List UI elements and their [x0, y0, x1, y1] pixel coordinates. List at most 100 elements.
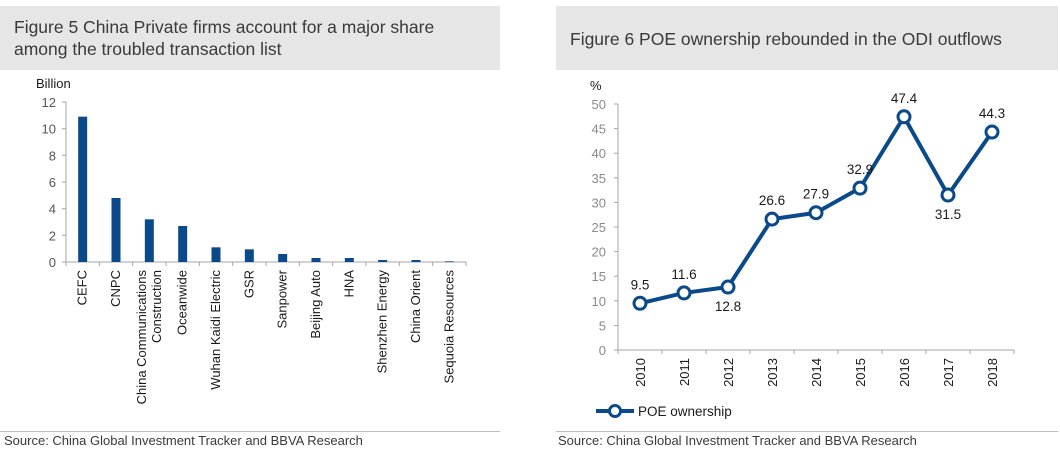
bar-category-label: Wuhan Kaidi Electric: [208, 270, 223, 390]
line-x-tick-label-group: 2013: [765, 358, 780, 387]
data-label-2013: 26.6: [759, 193, 785, 208]
bar-category-label-group: Wuhan Kaidi Electric: [208, 270, 223, 390]
data-label-2014: 27.9: [803, 187, 829, 202]
figure-5-source: Source: China Global Investment Tracker …: [4, 433, 363, 448]
bar-y-axis-label: Billion: [36, 76, 71, 91]
line-y-tick-label: 10: [592, 294, 606, 309]
line-y-tick-label: 30: [592, 195, 606, 210]
bar-1: [78, 116, 88, 263]
bar-category-label-group: Oceanwide: [175, 270, 190, 335]
data-label-2011: 11.6: [671, 267, 696, 282]
legend-label: POE ownership: [638, 404, 732, 419]
bar-category-label-group: Beijing Auto: [308, 270, 323, 339]
bar-y-tick-label: 6: [49, 175, 56, 190]
line-y-tick-label: 5: [599, 318, 606, 333]
line-x-tick-label: 2011: [677, 358, 692, 386]
data-point-2017: [940, 187, 956, 203]
line-x-tick-label: 2014: [809, 358, 824, 387]
line-y-tick-label: 0: [599, 343, 606, 358]
bar-y-tick-label: 10: [42, 122, 56, 137]
line-x-tick-label: 2018: [985, 358, 1000, 387]
line-y-tick-label: 50: [592, 97, 606, 112]
data-point-2012: [720, 279, 736, 295]
bar-3: [144, 219, 154, 262]
line-y-tick-label: 20: [592, 245, 606, 260]
data-label-2015: 32.9: [847, 162, 873, 177]
figure-5-panel: Figure 5 China Private firms account for…: [0, 0, 500, 453]
line-y-tick-label: 35: [592, 171, 606, 186]
bar-y-tick-label: 12: [42, 95, 56, 110]
bar-y-tick-label: 4: [49, 202, 56, 217]
data-label-2017: 31.5: [935, 207, 961, 222]
data-point-2013: [764, 211, 780, 227]
bar-chart: Billion 0 2 4 6 8 10 12 CEFC CNPC China Communicat…: [36, 76, 467, 405]
line-x-tick-label: 2010: [633, 358, 648, 387]
line-y-tick-label: 25: [592, 220, 606, 235]
line-x-tick-label-group: 2017: [941, 358, 956, 387]
bar-y-tick-label: 8: [49, 148, 56, 163]
line-x-tick-label-group: 2010: [633, 358, 648, 387]
bar-category-label: Oceanwide: [175, 270, 190, 335]
bar-category-label-group: Shenzhen Energy: [375, 270, 390, 374]
bar-category-label: China Communications: [134, 270, 149, 405]
figure-6-source-rule: [556, 431, 1058, 432]
bar-category-label-group: HNA: [341, 270, 356, 298]
bar-11: [411, 260, 421, 262]
bar-category-label-group: China Communications Construction: [134, 270, 164, 405]
bar-category-label-group: GSR: [241, 270, 256, 298]
line-x-tick-label-group: 2011: [677, 358, 692, 386]
line-x-tick-label: 2016: [897, 358, 912, 387]
line-y-tick-label: 40: [592, 146, 606, 161]
figure-6-panel: Figure 6 POE ownership rebounded in the …: [556, 0, 1060, 453]
line-x-tick-label: 2017: [941, 358, 956, 387]
bar-category-label: GSR: [241, 270, 256, 298]
bar-category-label-group: CEFC: [75, 270, 90, 305]
line-x-tick-label-group: 2012: [721, 358, 736, 387]
line-x-tick-label: 2013: [765, 358, 780, 387]
data-point-2011: [676, 285, 692, 301]
bar-9: [344, 258, 354, 262]
bar-category-label-group: China Orient: [408, 270, 423, 343]
bar-category-label-group: CNPC: [108, 270, 123, 307]
bar-category-label: Construction: [149, 270, 164, 343]
figure-6-title: Figure 6 POE ownership rebounded in the …: [556, 6, 1058, 70]
bar-category-label-group: Sanpower: [275, 269, 290, 328]
data-point-2016: [896, 109, 912, 125]
figure-5-title: Figure 5 China Private firms account for…: [0, 6, 500, 70]
bar-7: [278, 254, 288, 262]
bar-2: [111, 198, 121, 262]
bar-6: [244, 249, 254, 262]
data-label-2012: 12.8: [715, 299, 741, 314]
line-legend: POE ownership: [596, 404, 732, 419]
bar-8: [311, 258, 321, 262]
line-x-tick-label-group: 2016: [897, 358, 912, 387]
bar-4: [178, 226, 188, 262]
bar-y-tick-label: 0: [49, 255, 56, 270]
figure-6-source: Source: China Global Investment Tracker …: [558, 433, 917, 448]
bar-10: [378, 260, 388, 262]
line-x-tick-label: 2015: [853, 358, 868, 387]
data-point-2014: [808, 205, 824, 221]
bar-category-label: Sanpower: [275, 269, 290, 328]
line-y-tick-label: 15: [592, 269, 606, 284]
bar-12: [444, 261, 454, 263]
bar-category-label-group: Sequoia Resources: [441, 270, 456, 384]
bar-category-label: Beijing Auto: [308, 270, 323, 339]
data-point-2015: [852, 180, 868, 196]
line-x-tick-label: 2012: [721, 358, 736, 387]
bar-category-label: Shenzhen Energy: [375, 270, 390, 374]
line-chart: % 0 5 10 15 20 25 30 35 40 45 50 2010 2011 2012 2013 201…: [590, 78, 1015, 419]
bar-category-label: CEFC: [75, 270, 90, 305]
data-point-2018: [984, 124, 1000, 140]
line-y-tick-label: 45: [592, 122, 606, 137]
bar-category-label: CNPC: [108, 270, 123, 307]
bar-y-tick-label: 2: [49, 228, 56, 243]
data-point-2010: [632, 295, 648, 311]
bar-5: [211, 247, 221, 262]
bar-category-label: HNA: [341, 270, 356, 298]
legend-marker-swatch: [608, 404, 622, 418]
line-x-tick-label-group: 2014: [809, 358, 824, 387]
bar-category-label: Sequoia Resources: [441, 270, 456, 384]
line-x-tick-label-group: 2015: [853, 358, 868, 387]
line-x-tick-label-group: 2018: [985, 358, 1000, 387]
